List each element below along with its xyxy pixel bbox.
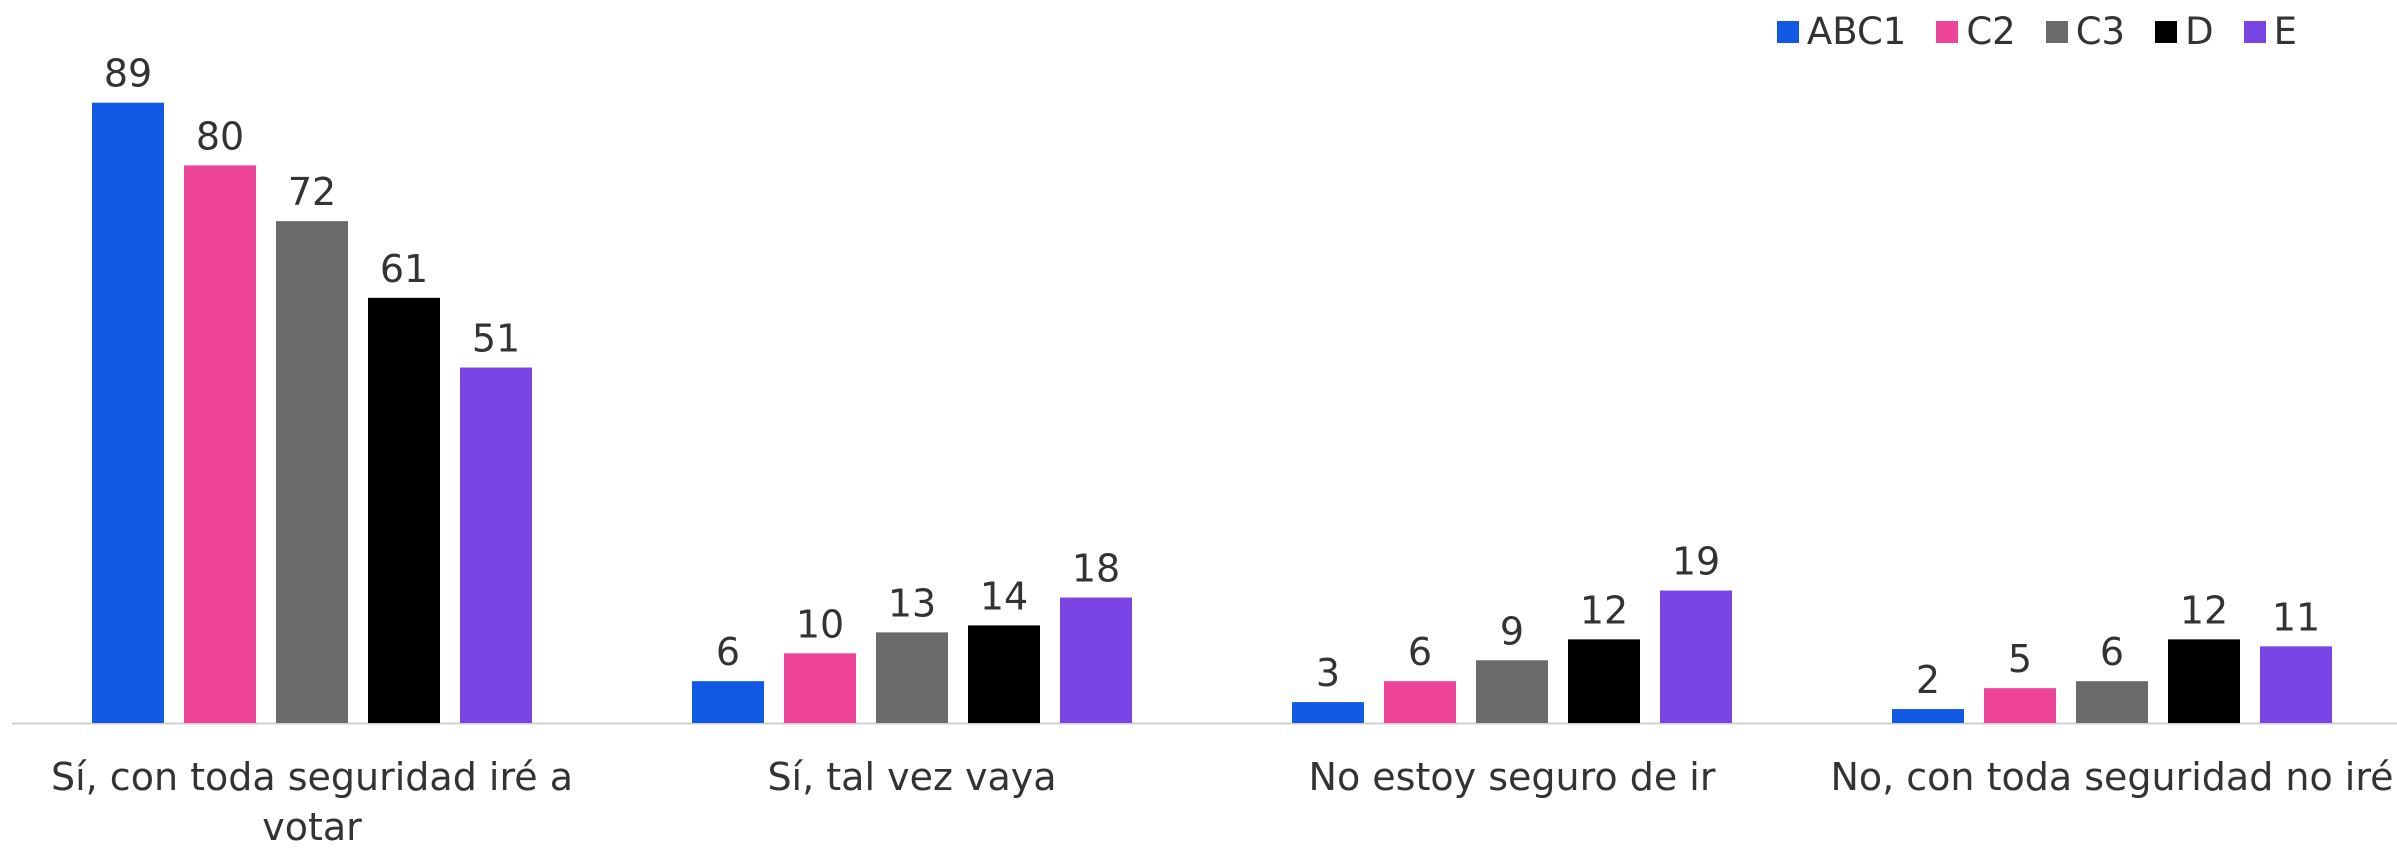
bar [2260, 646, 2332, 723]
bar [368, 297, 440, 723]
bar [1292, 702, 1364, 723]
bar [1476, 660, 1548, 723]
legend-item: C3 [2045, 10, 2126, 53]
bar [1984, 688, 2056, 723]
bar [1660, 590, 1732, 723]
data-label: 14 [980, 574, 1028, 618]
legend-label: ABC1 [1806, 10, 1907, 53]
data-label: 12 [2180, 588, 2228, 632]
legend-swatch [1936, 20, 1959, 43]
data-label: 5 [2008, 637, 2032, 681]
bar [1384, 681, 1456, 723]
data-label: 89 [104, 52, 152, 96]
data-label: 80 [196, 114, 244, 158]
x-tick-label: No estoy seguro de ir [1308, 755, 1716, 799]
x-tick-label: Sí, tal vez vaya [767, 755, 1057, 799]
data-label: 72 [288, 170, 336, 214]
data-label: 11 [2272, 595, 2320, 639]
bar [784, 653, 856, 723]
legend-swatch [2243, 20, 2266, 43]
bar [1568, 639, 1640, 723]
data-label: 13 [888, 581, 936, 625]
bar [92, 102, 164, 724]
bar [460, 367, 532, 723]
data-label: 9 [1500, 609, 1524, 653]
legend-item: C2 [1936, 10, 2016, 53]
x-tick-label: No, con toda seguridad no iré [1830, 755, 2394, 799]
legend: ABC1 C2 C3 D E [1776, 10, 2297, 53]
data-label: 12 [1580, 588, 1628, 632]
legend-label: C3 [2075, 10, 2126, 53]
legend-swatch [2045, 20, 2068, 43]
bar [876, 632, 948, 723]
legend-swatch [1776, 20, 1799, 43]
data-label: 6 [1408, 630, 1432, 674]
data-label: 6 [716, 630, 740, 674]
bar [2168, 639, 2240, 723]
legend-item: E [2243, 10, 2297, 53]
legend-label: C2 [1966, 10, 2016, 53]
legend-label: D [2185, 10, 2214, 53]
legend-item: D [2155, 10, 2214, 53]
bar [1060, 597, 1132, 723]
bar [1892, 709, 1964, 723]
data-label: 19 [1672, 540, 1720, 584]
bar [968, 625, 1040, 723]
bar [2076, 681, 2148, 723]
data-label: 2 [1916, 658, 1940, 702]
bar [184, 165, 256, 723]
data-label: 10 [796, 602, 844, 646]
x-tick-label: Sí, con toda seguridad iré a votar [50, 755, 574, 849]
bar [692, 681, 764, 723]
legend-label: E [2273, 10, 2297, 53]
data-label: 3 [1316, 651, 1340, 695]
data-label: 18 [1072, 547, 1120, 591]
legend-item: ABC1 [1776, 10, 1907, 53]
data-label: 61 [380, 247, 428, 291]
bar [276, 221, 348, 723]
data-label: 6 [2100, 630, 2124, 674]
data-label: 51 [472, 317, 520, 361]
legend-swatch [2155, 20, 2178, 43]
